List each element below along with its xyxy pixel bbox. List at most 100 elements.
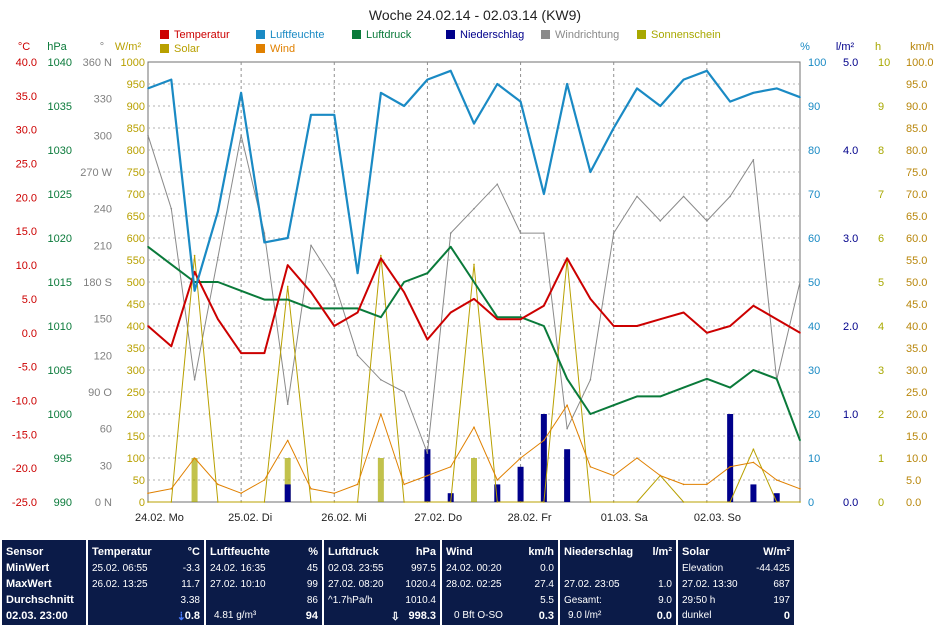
data-point: [682, 501, 685, 503]
stats-row-avg: Durchschnitt: [6, 594, 74, 606]
data-point: [752, 158, 755, 161]
data-point: [403, 483, 405, 486]
legend-item: Solar: [160, 43, 200, 55]
data-point: [566, 378, 568, 380]
data-point: [473, 122, 475, 125]
data-point: [147, 134, 149, 137]
data-point: [403, 281, 405, 283]
solar-elevation-value: -44.425: [756, 563, 790, 574]
data-point: [543, 325, 545, 327]
data-point: [775, 318, 778, 321]
axis-tick-solar: 800: [127, 145, 145, 157]
axis-tick-dir: 360 N: [83, 57, 112, 69]
legend-item: Niederschlag: [446, 29, 524, 41]
axis-tick-dir: 90 O: [88, 387, 112, 399]
sunshine-bar: [471, 458, 477, 502]
axis-tick-hum: 10: [808, 453, 820, 465]
axis-tick-wind: 35.0: [906, 343, 927, 355]
data-point: [286, 439, 289, 442]
x-tick-label: 01.03. Sa: [601, 512, 649, 524]
pressure-max-time: 27.02. 08:20: [328, 579, 384, 590]
data-point: [263, 501, 266, 503]
axis-tick-hpa: 990: [54, 497, 72, 509]
axis-tick-solar: 350: [127, 343, 145, 355]
axis-tick-dir: 180 S: [83, 277, 112, 289]
data-point: [403, 501, 405, 503]
axis-tick-solar: 550: [127, 255, 145, 267]
data-point: [263, 298, 266, 301]
legend-label: Sonnenschein: [651, 29, 721, 41]
stats-pressure: Luftdruck hPa 02.03. 23:55 997.5 27.02. 08…: [324, 540, 440, 625]
axis-unit-sun: h: [875, 41, 881, 53]
stats-footer-time: 02.03. 23:00: [6, 610, 68, 622]
rain-total-label: Gesamt:: [564, 595, 602, 606]
wind-header: Wind: [446, 546, 473, 558]
x-tick-label: 24.02. Mo: [135, 512, 184, 524]
data-point: [356, 307, 359, 310]
data-point: [752, 304, 755, 307]
data-point: [566, 427, 568, 430]
axis-tick-hum: 50: [808, 277, 820, 289]
rain-bar: [517, 466, 524, 502]
axis-tick-temp: 30.0: [16, 125, 37, 137]
x-tick-label: 25.02. Di: [228, 512, 272, 524]
temperature-max-time: 26.02. 13:25: [92, 579, 148, 590]
data-point: [240, 92, 242, 94]
weather-chart: Woche 24.02.14 - 02.03.14 (KW9) Temperat…: [12, 7, 934, 524]
legend-swatch: [256, 44, 265, 53]
data-point: [170, 207, 173, 210]
axis-tick-hum: 90: [808, 101, 820, 113]
data-point: [589, 501, 592, 503]
axis-tick-rain: 1.0: [843, 409, 858, 421]
data-point: [519, 501, 522, 503]
axis-tick-dir: 30: [100, 460, 112, 472]
data-point: [659, 105, 662, 107]
axis-tick-rain: 2.0: [843, 321, 858, 333]
axis-tick-temp: 25.0: [16, 159, 37, 171]
data-point: [217, 256, 219, 259]
x-tick-label: 26.02. Mi: [321, 512, 366, 524]
legend-label: Wind: [270, 43, 295, 55]
data-point: [636, 195, 638, 198]
temperature-header: Temperatur: [92, 546, 152, 558]
data-point: [706, 501, 708, 503]
data-point: [310, 291, 312, 293]
data-point: [589, 171, 592, 173]
axis-tick-solar: 400: [127, 321, 145, 333]
data-point: [403, 291, 405, 293]
stats-solar: Solar W/m² Elevation -44.425 27.02. 13:30 6…: [678, 540, 794, 625]
axis-unit-rain: l/m²: [836, 41, 855, 53]
axis-tick-temp: -25.0: [12, 497, 37, 509]
axis-tick-solar: 850: [127, 123, 145, 135]
data-point: [263, 241, 266, 244]
pressure-min-time: 02.03. 23:55: [328, 563, 384, 574]
data-point: [612, 127, 615, 129]
axis-tick-hpa: 1040: [48, 57, 72, 69]
axis-tick-sun: 6: [878, 233, 884, 245]
axis-tick-hum: 0: [808, 497, 814, 509]
data-point: [240, 290, 242, 292]
axis-tick-hpa: 1005: [48, 365, 72, 377]
data-point: [240, 501, 242, 503]
data-point: [659, 474, 662, 477]
rain-bar: [494, 484, 501, 502]
data-point: [240, 492, 242, 495]
data-point: [333, 114, 336, 116]
axis-tick-hpa: 1010: [48, 321, 72, 333]
axis-tick-hum: 70: [808, 189, 820, 201]
humidity-avg-value: 86: [306, 595, 318, 606]
temperature-min-time: 25.02. 06:55: [92, 563, 148, 574]
data-point: [589, 298, 592, 300]
data-point: [170, 488, 173, 490]
data-point: [473, 207, 475, 210]
data-point: [636, 395, 638, 398]
data-point: [147, 87, 149, 90]
data-point: [356, 501, 359, 503]
axis-tick-dir: 300: [94, 130, 112, 142]
stats-rain: Niederschlag l/m² 27.02. 23:05 1.0 Gesamt:…: [560, 540, 676, 625]
stats-wind: Wind km/h 24.02. 00:20 0.0 28.02. 02:25 27.…: [442, 540, 558, 625]
solar-max-time: 27.02. 13:30: [682, 579, 738, 590]
data-point: [286, 403, 289, 406]
axis-tick-solar: 0: [139, 497, 145, 509]
data-point: [543, 304, 545, 307]
